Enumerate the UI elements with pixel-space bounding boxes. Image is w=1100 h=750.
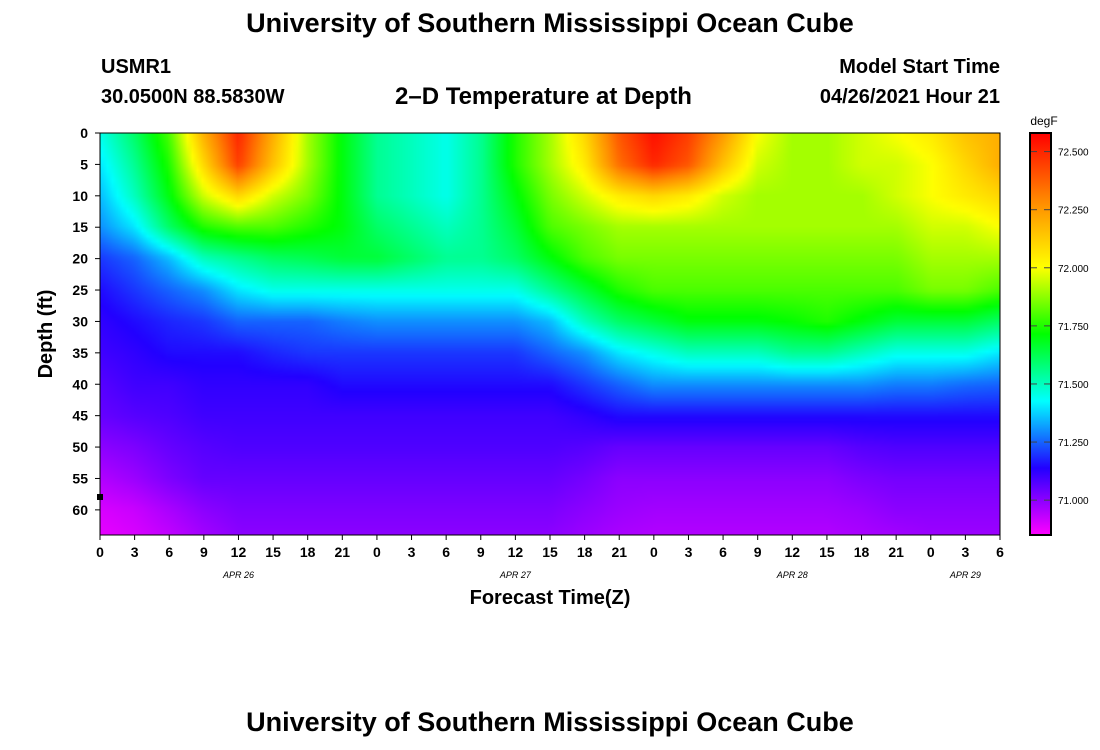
y-tick-label: 10 [72,188,88,204]
y-tick-label: 25 [72,282,88,298]
colorbar-tick-label: 72.000 [1058,264,1089,275]
date-label: APR 28 [776,570,808,580]
date-labels: APR 26 APR 27 APR 28 APR 29 [222,570,981,580]
date-label: APR 27 [499,570,532,580]
x-tick-label: 6 [442,544,450,560]
x-tick-label: 9 [477,544,485,560]
x-tick-label: 0 [650,544,658,560]
x-tick-label: 12 [785,544,801,560]
x-tick-label: 6 [996,544,1004,560]
colorbar-unit: degF [1030,114,1057,128]
y-tick-label: 40 [72,376,88,392]
y-tick-label: 5 [80,156,88,172]
heatmap-canvas [100,133,1000,535]
colorbar-bar [1029,132,1052,536]
x-tick-label: 21 [611,544,627,560]
x-tick-label: 0 [96,544,104,560]
x-tick-label: 3 [685,544,693,560]
x-tick-label: 12 [508,544,524,560]
colorbar-tick-label: 71.000 [1058,496,1089,507]
x-tick-label: 3 [961,544,969,560]
x-tick-label: 3 [408,544,416,560]
x-tick-label: 0 [373,544,381,560]
station-depth-marker [97,494,103,500]
colorbar-tick-label: 71.500 [1058,380,1089,391]
y-tick-label: 45 [72,408,88,424]
station-coordinates: 30.0500N 88.5830W [101,86,285,108]
y-tick-label: 20 [72,251,88,267]
model-start-label: Model Start Time [839,56,1000,78]
model-start-time: 04/26/2021 Hour 21 [819,86,1000,108]
y-axis: 0 5 10 15 20 25 30 35 40 45 50 55 60 [72,125,100,518]
x-tick-label: 9 [754,544,762,560]
x-tick-label: 9 [200,544,208,560]
x-tick-label: 18 [577,544,593,560]
colorbar: degF 72.500 72.250 72.000 71.750 71.500 71.25… [1029,114,1089,536]
x-tick-label: 6 [719,544,727,560]
x-tick-label: 3 [131,544,139,560]
x-tick-label: 15 [819,544,835,560]
x-tick-label: 15 [265,544,281,560]
y-tick-label: 35 [72,345,88,361]
colorbar-tick-label: 71.750 [1058,322,1089,333]
y-tick-label: 60 [72,502,88,518]
temperature-depth-chart: 0 3 6 9 12 15 18 21 0 3 6 9 12 15 18 21 0 3 6 9 12 15 18 21 0 3 6 … [35,114,1089,609]
colorbar-tick-label: 72.250 [1058,206,1089,217]
x-tick-label: 18 [854,544,870,560]
x-tick-label: 12 [231,544,247,560]
colorbar-tick-label: 71.250 [1058,438,1089,449]
plot-title: 2–D Temperature at Depth [395,83,692,110]
station-id: USMR1 [101,56,172,78]
page-title: University of Southern Mississippi Ocean… [246,8,854,38]
x-tick-label: 21 [888,544,904,560]
x-axis-label: Forecast Time(Z) [470,587,631,609]
date-label: APR 26 [222,570,254,580]
x-tick-label: 21 [335,544,351,560]
x-tick-label: 15 [542,544,558,560]
y-tick-label: 50 [72,439,88,455]
x-axis: 0 3 6 9 12 15 18 21 0 3 6 9 12 15 18 21 0 3 6 9 12 15 18 21 0 3 6 [96,535,1004,560]
y-tick-label: 15 [72,219,88,235]
y-tick-label: 30 [72,313,88,329]
x-tick-label: 0 [927,544,935,560]
y-axis-label: Depth (ft) [35,290,57,379]
colorbar-ticks: 72.500 72.250 72.000 71.750 71.500 71.250 71.0… [1031,148,1089,507]
x-tick-label: 6 [165,544,173,560]
x-tick-label: 18 [300,544,316,560]
y-tick-label: 55 [72,470,88,486]
colorbar-tick-label: 72.500 [1058,148,1089,159]
y-tick-label: 0 [80,125,88,141]
date-label: APR 29 [949,570,981,580]
heatmap-area [100,133,1000,535]
footer-title: University of Southern Mississippi Ocean… [246,707,854,737]
